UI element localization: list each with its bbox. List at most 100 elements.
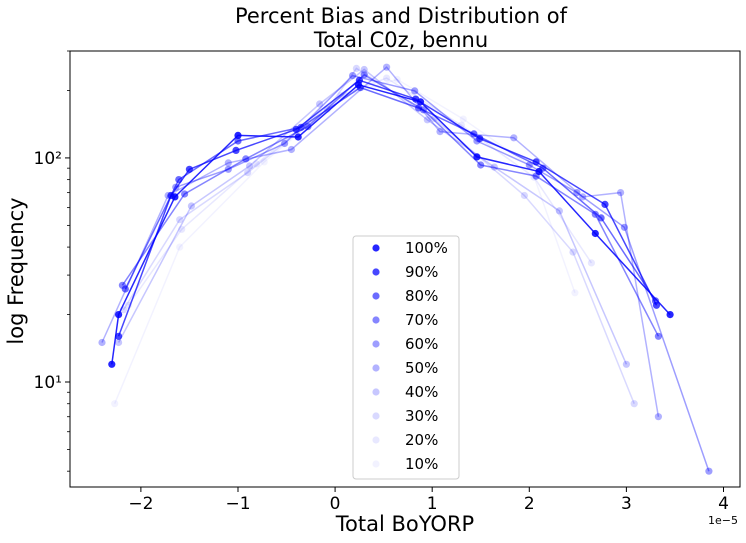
data-point <box>111 400 119 408</box>
data-point <box>260 158 268 166</box>
data-point <box>415 104 423 112</box>
data-point <box>393 75 401 83</box>
legend-label: 50% <box>405 359 438 377</box>
data-point <box>591 229 599 238</box>
plot-frame <box>69 50 741 488</box>
data-point <box>171 193 179 201</box>
series-line <box>117 68 628 365</box>
y-axis-label: log Frequency <box>4 197 28 344</box>
data-point <box>591 210 599 218</box>
series-line <box>114 78 576 404</box>
data-point <box>705 467 713 475</box>
data-point <box>530 173 538 181</box>
data-point <box>579 193 587 201</box>
data-point <box>181 190 189 198</box>
data-point <box>176 243 184 251</box>
legend-label: 30% <box>405 407 438 425</box>
data-point <box>176 216 184 224</box>
legend-marker <box>372 364 380 372</box>
legend-label: 40% <box>405 383 438 401</box>
data-point <box>477 161 485 169</box>
legend-label: 60% <box>405 335 438 353</box>
data-point <box>234 137 242 145</box>
data-point <box>108 360 116 368</box>
data-point <box>654 332 663 340</box>
data-point <box>571 289 579 297</box>
data-point <box>490 163 498 171</box>
data-point <box>354 81 362 89</box>
data-point <box>555 207 564 215</box>
legend-marker <box>372 388 380 396</box>
data-point <box>601 200 609 208</box>
x-tick-label: 0 <box>330 494 341 514</box>
data-point <box>383 74 391 82</box>
data-point <box>652 301 661 309</box>
data-point <box>423 116 431 124</box>
legend-label: 90% <box>405 263 438 281</box>
chart-title-line-2: Total C0z, bennu <box>313 28 488 52</box>
data-point <box>473 153 481 161</box>
series-90pct <box>115 76 661 340</box>
legend-marker <box>372 316 380 324</box>
data-point <box>178 225 186 233</box>
legend-marker <box>372 268 380 276</box>
series-line <box>122 67 635 404</box>
data-point <box>224 159 232 167</box>
data-point <box>232 146 240 154</box>
series-40pct <box>115 65 631 368</box>
data-point <box>520 191 529 200</box>
legend-marker <box>372 340 380 348</box>
legend: 100% 90% 80% 70% 60% 50% 40% 30% 20% 10% <box>352 235 460 480</box>
data-point <box>383 63 391 71</box>
x-tick-label: 2 <box>524 494 535 514</box>
data-point <box>294 133 302 141</box>
data-point <box>316 100 324 108</box>
legend-marker <box>372 244 380 252</box>
y-axis-ticks: 10¹ 10² <box>34 50 70 472</box>
data-point <box>654 413 663 421</box>
data-point <box>98 338 106 347</box>
data-point <box>224 165 232 173</box>
legend-marker <box>372 460 380 468</box>
data-point <box>187 202 195 210</box>
data-point <box>416 98 425 106</box>
data-point <box>597 214 605 222</box>
chart-title-line-1: Percent Bias and Distribution of <box>235 4 568 28</box>
data-point <box>630 400 638 408</box>
data-point <box>360 65 368 74</box>
series-10pct <box>111 75 579 408</box>
y-tick-label: 10¹ <box>34 373 62 393</box>
series-line <box>124 86 657 302</box>
series-60pct <box>172 72 713 475</box>
data-point <box>535 167 543 176</box>
data-point <box>622 360 631 368</box>
data-point <box>532 158 540 166</box>
legend-label: 70% <box>405 311 438 329</box>
data-point <box>185 165 193 173</box>
data-point <box>115 332 123 340</box>
data-point <box>569 248 577 256</box>
data-point <box>244 169 252 177</box>
data-point <box>252 160 260 168</box>
data-point <box>459 115 467 123</box>
data-point <box>287 145 295 154</box>
data-point <box>573 189 581 197</box>
data-point <box>436 128 444 136</box>
data-point <box>115 338 123 347</box>
data-point <box>526 162 534 170</box>
data-point <box>510 134 518 142</box>
x-axis-offset-label: 1e−5 <box>708 514 738 527</box>
data-point <box>352 64 360 72</box>
legend-label: 10% <box>405 455 438 473</box>
legend-label: 80% <box>405 287 438 305</box>
data-point <box>411 87 419 95</box>
x-axis-label: Total BoYORP <box>335 512 474 536</box>
data-point <box>525 161 533 169</box>
data-point <box>281 139 289 148</box>
legend-marker <box>372 436 380 444</box>
legend-marker <box>372 412 380 420</box>
data-point <box>360 71 368 79</box>
data-point <box>246 162 254 170</box>
data-point <box>617 189 625 197</box>
